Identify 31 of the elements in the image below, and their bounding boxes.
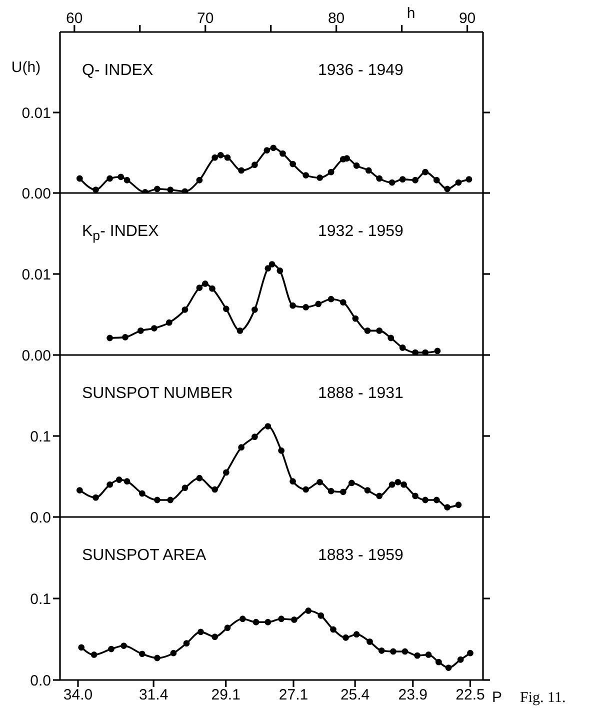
text: 1936 - 1949	[318, 62, 404, 80]
x-tick-label: 27.1	[278, 686, 308, 704]
y-tick-label: 0.01	[22, 104, 51, 122]
text: SUNSPOT NUMBER	[82, 385, 233, 403]
x2-tick-label: 70	[197, 10, 214, 27]
x-tick-label: 23.9	[398, 686, 428, 704]
x-tick-label: 29.1	[211, 686, 240, 704]
x-tick-label: 25.4	[340, 686, 370, 704]
y-axis-title: U(h)	[11, 59, 41, 76]
x-tick-label: 34.0	[63, 686, 93, 704]
x-tick-label: 22.5	[456, 686, 485, 704]
y-tick-label: 0.1	[30, 428, 51, 446]
caption: Fig. 11.	[520, 690, 566, 707]
x2-tick-label: 80	[328, 10, 345, 27]
x2-axis-title: h	[406, 5, 416, 22]
text: Q- INDEX	[82, 62, 154, 80]
text: K$_{p}$- INDEX	[82, 223, 159, 244]
text: 1888 - 1931	[318, 385, 404, 403]
text: 1883 - 1959	[318, 547, 404, 565]
x-axis-title: P	[492, 689, 502, 706]
text: 1932 - 1959	[318, 223, 404, 241]
y-tick-label: 0.01	[22, 266, 51, 284]
x2-tick-label: 90	[458, 10, 476, 27]
y-tick-label: 0.1	[30, 590, 51, 608]
x-tick-label: 31.4	[138, 686, 168, 704]
text: SUNSPOT AREA	[82, 547, 206, 565]
x2-tick-label: 60	[66, 10, 83, 27]
y-tick-label: 0.0	[30, 509, 51, 526]
y-tick-label: 0.0	[30, 672, 51, 690]
y-tick-label: 0.00	[22, 347, 51, 364]
y-tick-label: 0.00	[22, 185, 51, 202]
